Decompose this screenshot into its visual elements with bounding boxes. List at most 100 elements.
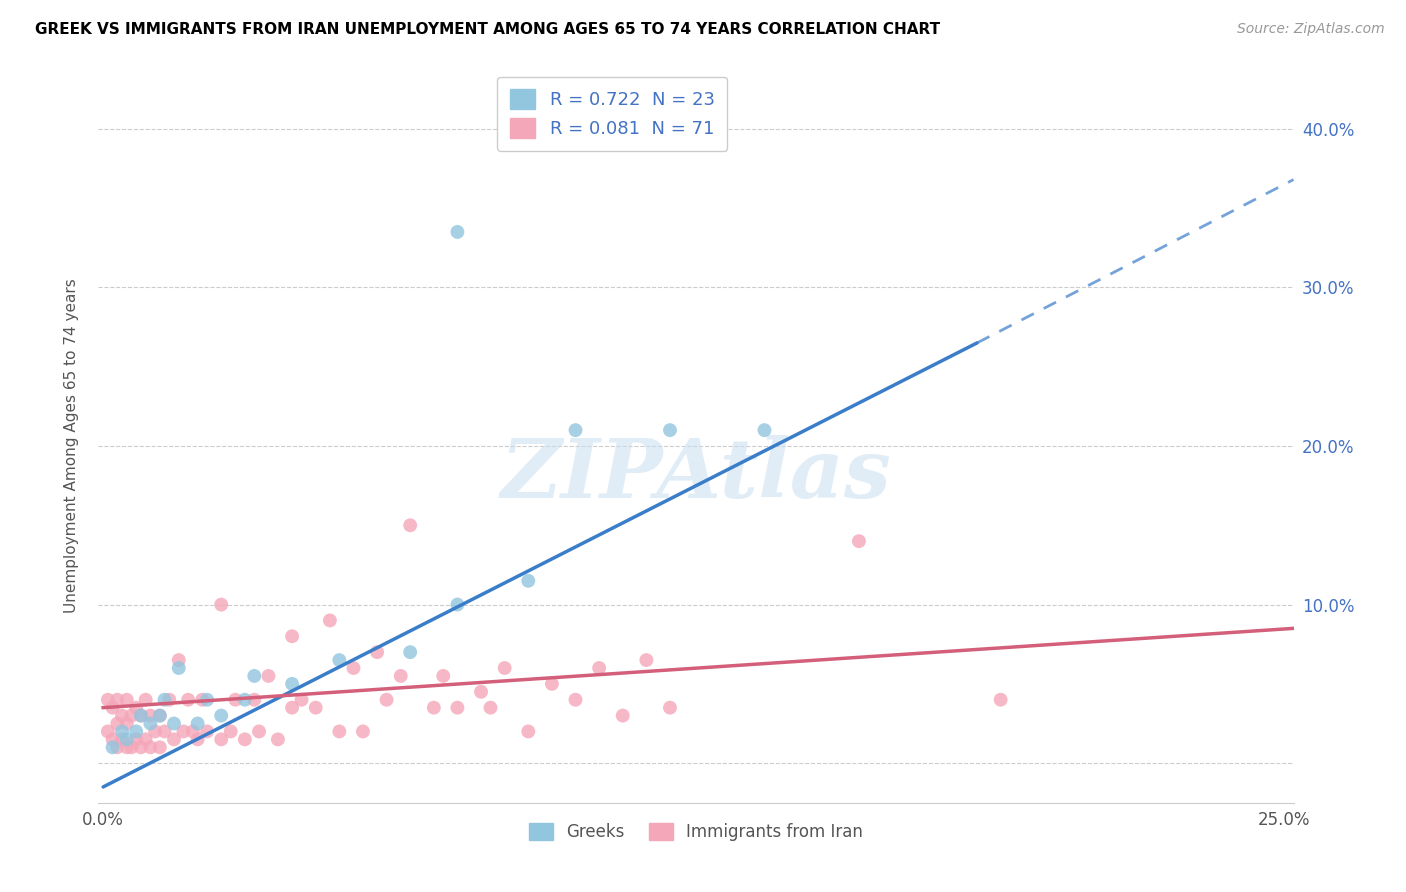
Point: [281, 677, 304, 691]
Point: [105, 740, 128, 755]
Point: [135, 692, 157, 706]
Point: [187, 732, 209, 747]
Point: [195, 692, 218, 706]
Point: [219, 724, 242, 739]
Point: [319, 614, 342, 628]
Point: [121, 708, 143, 723]
Point: [105, 716, 128, 731]
Point: [257, 669, 280, 683]
Point: [352, 724, 374, 739]
Point: [494, 661, 516, 675]
Point: [446, 598, 468, 612]
Point: [479, 700, 502, 714]
Point: [209, 598, 232, 612]
Point: [187, 716, 209, 731]
Point: [290, 692, 312, 706]
Point: [848, 534, 870, 549]
Point: [129, 708, 152, 723]
Point: [139, 740, 162, 755]
Point: [135, 732, 157, 747]
Point: [432, 669, 454, 683]
Point: [281, 700, 304, 714]
Point: [167, 661, 190, 675]
Point: [111, 732, 134, 747]
Point: [163, 716, 186, 731]
Point: [167, 653, 190, 667]
Point: [97, 692, 120, 706]
Point: [139, 716, 162, 731]
Point: [389, 669, 412, 683]
Point: [233, 692, 256, 706]
Point: [305, 700, 328, 714]
Point: [125, 700, 148, 714]
Point: [990, 692, 1012, 706]
Point: [209, 708, 232, 723]
Point: [446, 225, 468, 239]
Point: [149, 708, 172, 723]
Point: [157, 692, 180, 706]
Point: [659, 423, 682, 437]
Point: [191, 692, 214, 706]
Point: [195, 724, 218, 739]
Point: [143, 724, 166, 739]
Point: [588, 661, 610, 675]
Point: [153, 724, 176, 739]
Point: [97, 724, 120, 739]
Point: [149, 740, 172, 755]
Point: [209, 732, 232, 747]
Point: [163, 732, 186, 747]
Point: [181, 724, 204, 739]
Point: [399, 645, 422, 659]
Point: [115, 732, 138, 747]
Point: [153, 692, 176, 706]
Legend: Greeks, Immigrants from Iran: Greeks, Immigrants from Iran: [523, 816, 869, 848]
Point: [564, 423, 586, 437]
Point: [111, 724, 134, 739]
Point: [115, 716, 138, 731]
Point: [328, 653, 350, 667]
Point: [564, 692, 586, 706]
Point: [612, 708, 634, 723]
Point: [233, 732, 256, 747]
Point: [129, 740, 152, 755]
Point: [243, 692, 266, 706]
Point: [375, 692, 398, 706]
Point: [243, 669, 266, 683]
Point: [517, 724, 540, 739]
Point: [129, 708, 152, 723]
Point: [470, 685, 492, 699]
Text: ZIPAtlas: ZIPAtlas: [501, 434, 891, 515]
Point: [446, 700, 468, 714]
Point: [342, 661, 364, 675]
Point: [125, 732, 148, 747]
Point: [541, 677, 564, 691]
Text: Source: ZipAtlas.com: Source: ZipAtlas.com: [1237, 22, 1385, 37]
Point: [328, 724, 350, 739]
Point: [517, 574, 540, 588]
Point: [125, 724, 148, 739]
Point: [101, 732, 124, 747]
Point: [115, 740, 138, 755]
Y-axis label: Unemployment Among Ages 65 to 74 years: Unemployment Among Ages 65 to 74 years: [65, 278, 79, 614]
Point: [139, 708, 162, 723]
Point: [177, 692, 200, 706]
Point: [101, 740, 124, 755]
Point: [149, 708, 172, 723]
Point: [659, 700, 682, 714]
Point: [172, 724, 194, 739]
Point: [267, 732, 290, 747]
Point: [105, 692, 128, 706]
Point: [281, 629, 304, 643]
Point: [366, 645, 388, 659]
Point: [115, 692, 138, 706]
Point: [636, 653, 658, 667]
Point: [247, 724, 270, 739]
Point: [399, 518, 422, 533]
Point: [754, 423, 776, 437]
Text: GREEK VS IMMIGRANTS FROM IRAN UNEMPLOYMENT AMONG AGES 65 TO 74 YEARS CORRELATION: GREEK VS IMMIGRANTS FROM IRAN UNEMPLOYME…: [35, 22, 941, 37]
Point: [224, 692, 246, 706]
Point: [111, 708, 134, 723]
Point: [101, 700, 124, 714]
Point: [121, 740, 143, 755]
Point: [423, 700, 446, 714]
